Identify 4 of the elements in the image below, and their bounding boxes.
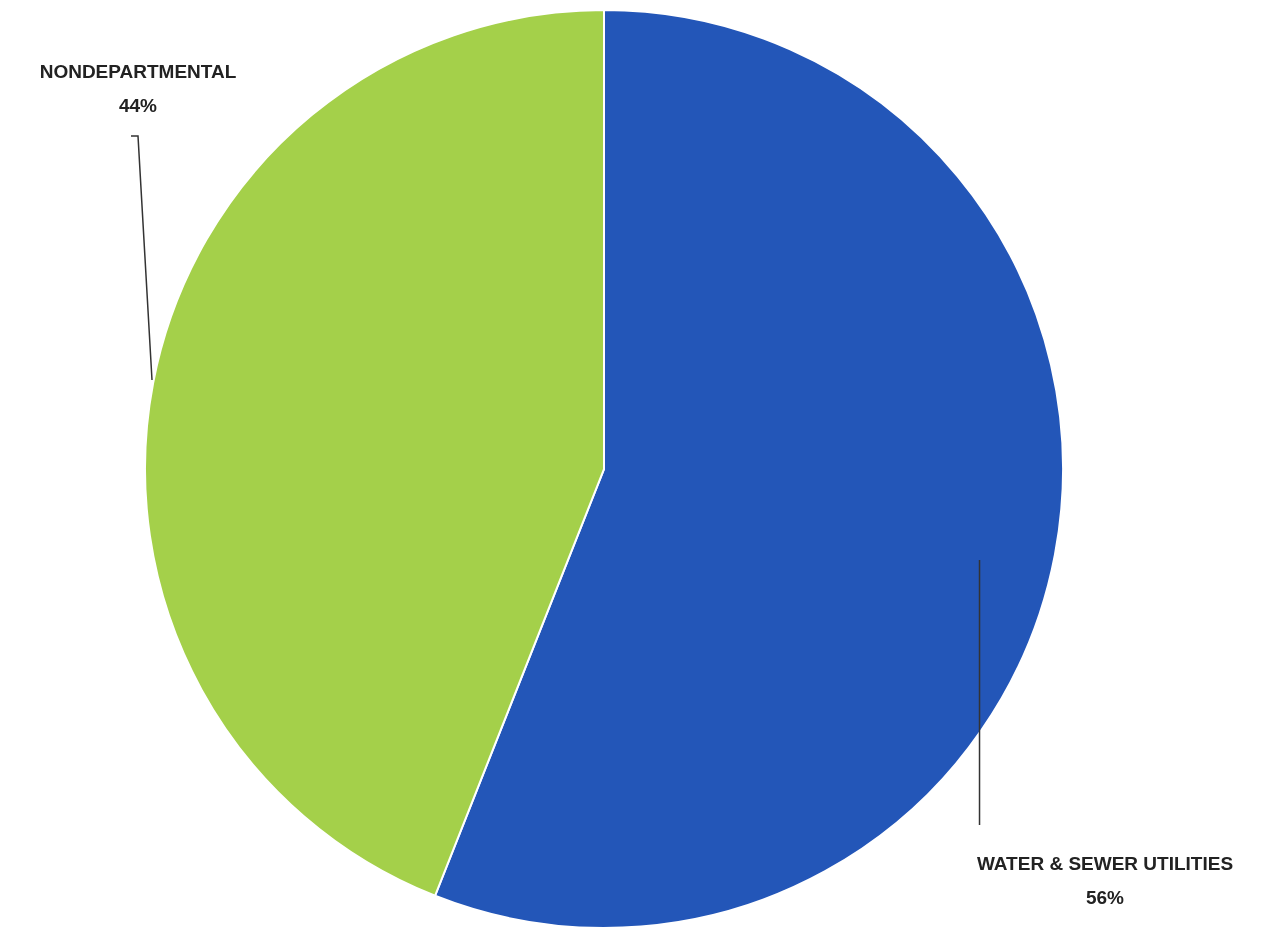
slice-label: WATER & SEWER UTILITIES	[976, 853, 1234, 874]
data-label: 56%	[1085, 887, 1125, 908]
data-label: 44%	[118, 95, 158, 116]
slice-label: NONDEPARTMENTAL	[39, 61, 237, 82]
